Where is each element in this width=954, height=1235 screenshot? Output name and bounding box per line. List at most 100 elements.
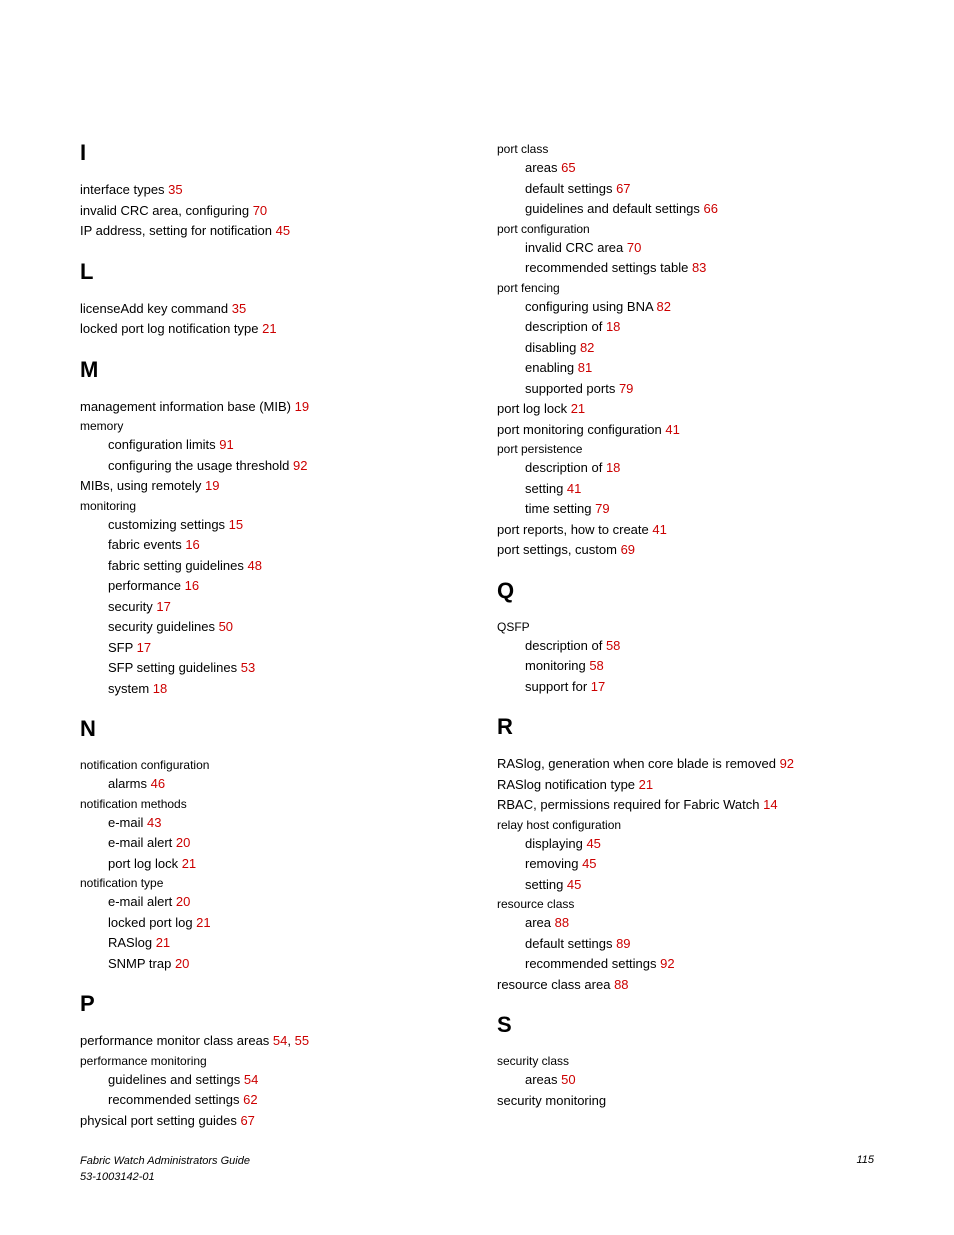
page-link[interactable]: 18 xyxy=(606,319,620,334)
page-link[interactable]: 62 xyxy=(243,1092,257,1107)
page-link[interactable]: 19 xyxy=(295,399,309,414)
entry-text: recommended settings table xyxy=(525,260,692,275)
page-link[interactable]: 82 xyxy=(580,340,594,355)
page-link[interactable]: 82 xyxy=(657,299,671,314)
page-link[interactable]: 16 xyxy=(185,578,199,593)
page-link[interactable]: 18 xyxy=(153,681,167,696)
page-link[interactable]: 45 xyxy=(586,836,600,851)
entry-text: SFP setting guidelines xyxy=(108,660,241,675)
index-subentry: security 17 xyxy=(108,597,457,617)
page-link[interactable]: 70 xyxy=(627,240,641,255)
page-link[interactable]: 81 xyxy=(578,360,592,375)
entry-text: performance xyxy=(108,578,185,593)
page-link[interactable]: 92 xyxy=(293,458,307,473)
page-link[interactable]: 21 xyxy=(156,935,170,950)
index-subentry: area 88 xyxy=(525,913,874,933)
page-link[interactable]: 58 xyxy=(606,638,620,653)
index-entry: IP address, setting for notification 45 xyxy=(80,221,457,241)
entry-text: e-mail alert xyxy=(108,894,176,909)
page-link[interactable]: 35 xyxy=(168,182,182,197)
page-link[interactable]: 50 xyxy=(561,1072,575,1087)
page-link[interactable]: 92 xyxy=(660,956,674,971)
section-letter-s: S xyxy=(497,1012,874,1038)
page-link[interactable]: 21 xyxy=(571,401,585,416)
entry-text: recommended settings xyxy=(108,1092,243,1107)
page-link[interactable]: 18 xyxy=(606,460,620,475)
index-subentry: configuration limits 91 xyxy=(108,435,457,455)
page-link[interactable]: 45 xyxy=(567,877,581,892)
page-link[interactable]: 14 xyxy=(763,797,777,812)
page-link[interactable]: 54 xyxy=(244,1072,258,1087)
page-link[interactable]: 21 xyxy=(639,777,653,792)
page-link[interactable]: 65 xyxy=(561,160,575,175)
page-link[interactable]: 88 xyxy=(614,977,628,992)
index-subheader: port persistence xyxy=(497,440,874,458)
page-link[interactable]: 70 xyxy=(253,203,267,218)
page-link[interactable]: 20 xyxy=(176,894,190,909)
page-link[interactable]: 43 xyxy=(147,815,161,830)
entry-text: fabric setting guidelines xyxy=(108,558,247,573)
index-subentry: performance 16 xyxy=(108,576,457,596)
page-link[interactable]: 21 xyxy=(196,915,210,930)
page-link[interactable]: 79 xyxy=(619,381,633,396)
section-letter-m: M xyxy=(80,357,457,383)
page-link[interactable]: 41 xyxy=(652,522,666,537)
section-letter-l: L xyxy=(80,259,457,285)
page-link[interactable]: 41 xyxy=(567,481,581,496)
entry-text: port log lock xyxy=(108,856,182,871)
page-link[interactable]: 20 xyxy=(175,956,189,971)
page-link[interactable]: 69 xyxy=(621,542,635,557)
page-link[interactable]: 20 xyxy=(176,835,190,850)
page-link[interactable]: 35 xyxy=(232,301,246,316)
page-link[interactable]: 50 xyxy=(219,619,233,634)
page-link[interactable]: 17 xyxy=(591,679,605,694)
entry-text: default settings xyxy=(525,936,616,951)
page-link[interactable]: 21 xyxy=(262,321,276,336)
page-link[interactable]: 88 xyxy=(555,915,569,930)
entry-text: port settings, custom xyxy=(497,542,621,557)
page-link[interactable]: 48 xyxy=(247,558,261,573)
page-link[interactable]: 17 xyxy=(137,640,151,655)
index-subentry: SFP 17 xyxy=(108,638,457,658)
page-link[interactable]: 89 xyxy=(616,936,630,951)
page-link[interactable]: 45 xyxy=(582,856,596,871)
page-link[interactable]: 54 xyxy=(273,1033,287,1048)
page-link[interactable]: 19 xyxy=(205,478,219,493)
entry-text: area xyxy=(525,915,555,930)
page-link[interactable]: 55 xyxy=(295,1033,309,1048)
entry-text: default settings xyxy=(525,181,616,196)
page-link[interactable]: 67 xyxy=(240,1113,254,1128)
page-link[interactable]: 46 xyxy=(151,776,165,791)
entry-text: time setting xyxy=(525,501,595,516)
entry-text: physical port setting guides xyxy=(80,1113,240,1128)
entry-text: support for xyxy=(525,679,591,694)
page-link[interactable]: 66 xyxy=(704,201,718,216)
page-link[interactable]: 17 xyxy=(156,599,170,614)
page-link[interactable]: 45 xyxy=(276,223,290,238)
page-link[interactable]: 41 xyxy=(665,422,679,437)
entry-text: description of xyxy=(525,319,606,334)
page-link[interactable]: 83 xyxy=(692,260,706,275)
entry-text: customizing settings xyxy=(108,517,229,532)
index-subentry: recommended settings 62 xyxy=(108,1090,457,1110)
index-entry: invalid CRC area, configuring 70 xyxy=(80,201,457,221)
index-subentry: enabling 81 xyxy=(525,358,874,378)
page-link[interactable]: 79 xyxy=(595,501,609,516)
page-link[interactable]: 16 xyxy=(185,537,199,552)
entry-text: RASlog xyxy=(108,935,156,950)
page-link[interactable]: 92 xyxy=(780,756,794,771)
page-link[interactable]: 91 xyxy=(219,437,233,452)
index-subentry: setting 45 xyxy=(525,875,874,895)
index-entry: performance monitor class areas 54, 55 xyxy=(80,1031,457,1051)
index-subentry: e-mail alert 20 xyxy=(108,892,457,912)
index-subentry: port log lock 21 xyxy=(108,854,457,874)
entry-text: removing xyxy=(525,856,582,871)
entry-text: description of xyxy=(525,638,606,653)
page-link[interactable]: 21 xyxy=(182,856,196,871)
page-link[interactable]: 58 xyxy=(589,658,603,673)
index-subentry: SFP setting guidelines 53 xyxy=(108,658,457,678)
page-link[interactable]: 53 xyxy=(241,660,255,675)
page-link[interactable]: 15 xyxy=(229,517,243,532)
page-link[interactable]: 67 xyxy=(616,181,630,196)
section-letter-r: R xyxy=(497,714,874,740)
